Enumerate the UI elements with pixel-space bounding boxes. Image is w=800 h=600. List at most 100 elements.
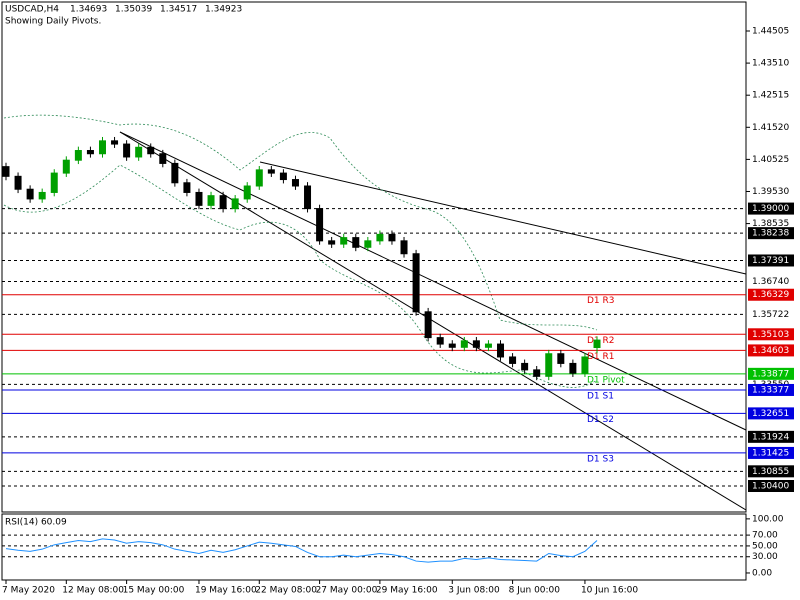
candle-body bbox=[147, 146, 155, 155]
candle-body bbox=[436, 337, 444, 345]
last-high: 1.35039 bbox=[115, 5, 152, 15]
subtitle: Showing Daily Pivots. bbox=[5, 17, 101, 27]
candle-body bbox=[50, 172, 58, 193]
level-box bbox=[748, 328, 794, 341]
candle-body bbox=[231, 198, 239, 210]
candle-body bbox=[304, 185, 312, 210]
y-tick-label: 1.44505 bbox=[752, 27, 789, 37]
level-label: 1.38238 bbox=[752, 229, 789, 239]
level-label: 1.35722 bbox=[752, 310, 789, 320]
level-box bbox=[748, 480, 794, 492]
candle-body bbox=[255, 169, 263, 187]
candle-body bbox=[183, 182, 191, 193]
candle-body bbox=[328, 240, 336, 245]
candle-body bbox=[472, 340, 480, 348]
level-label: 1.37391 bbox=[752, 256, 789, 266]
symbol: USDCAD,H4 bbox=[5, 5, 59, 15]
channel-line bbox=[119, 131, 747, 431]
candle-body bbox=[171, 162, 179, 184]
y-tick-label: 1.40525 bbox=[752, 155, 789, 165]
candle-body bbox=[352, 237, 360, 248]
level-box bbox=[748, 383, 794, 396]
candle-body bbox=[159, 153, 167, 164]
rsi-line bbox=[5, 538, 598, 563]
candle-body bbox=[111, 140, 119, 145]
rsi-tick-label: 0.00 bbox=[752, 568, 772, 578]
y-tick-label: 1.41520 bbox=[752, 123, 789, 133]
candle-body bbox=[38, 191, 46, 200]
x-tick-label: 10 Jun 16:00 bbox=[581, 586, 638, 596]
main-panel bbox=[1, 1, 747, 513]
candle-body bbox=[484, 343, 492, 348]
candle-body bbox=[195, 191, 203, 206]
level-box bbox=[748, 288, 794, 301]
level-box bbox=[748, 446, 794, 459]
candle-body bbox=[207, 195, 215, 206]
level-box bbox=[748, 227, 794, 240]
last-close: 1.34923 bbox=[205, 5, 242, 15]
rsi-title: RSI(14) 60.09 bbox=[5, 518, 67, 528]
candle-body bbox=[460, 340, 468, 348]
candle-body bbox=[62, 159, 70, 174]
plot bbox=[2, 136, 601, 381]
x-tick-label: 8 Jun 00:00 bbox=[509, 586, 561, 596]
lower-band bbox=[3, 164, 598, 388]
rsi-tick-label: 30.00 bbox=[752, 552, 778, 562]
candle-body bbox=[291, 179, 299, 187]
candle-body bbox=[509, 356, 517, 364]
candle-body bbox=[74, 150, 82, 161]
candle-body bbox=[267, 169, 275, 174]
candle-body bbox=[557, 353, 565, 364]
trend-lines bbox=[119, 131, 747, 511]
candle-body bbox=[14, 175, 22, 190]
candle-body bbox=[593, 339, 601, 349]
level-box bbox=[748, 430, 794, 443]
pivot-label: D1 S2 bbox=[587, 415, 614, 425]
candle-body bbox=[26, 188, 34, 200]
rsi-tick-label: 100.00 bbox=[752, 514, 784, 524]
level-label: 1.36329 bbox=[752, 290, 789, 300]
pivot-label: D1 S3 bbox=[587, 454, 614, 464]
rsi-tick-label: 70.00 bbox=[752, 531, 778, 541]
channel-line bbox=[119, 131, 747, 511]
levels: 1.39000 1.38238 1.37391 1.36740 1.36329 D1 R3… bbox=[2, 202, 794, 492]
level-label: 1.34603 bbox=[752, 346, 789, 356]
level-label: 1.33377 bbox=[752, 385, 789, 395]
level-label: 1.39000 bbox=[752, 204, 789, 214]
y-tick-label: 1.38535 bbox=[752, 219, 789, 229]
pivot-label: D1 R2 bbox=[587, 336, 615, 346]
level-box bbox=[748, 344, 794, 357]
level-label: 1.31425 bbox=[752, 448, 789, 458]
level-box bbox=[748, 254, 794, 267]
candle-body bbox=[340, 237, 348, 245]
x-tick-label: 27 May 00:00 bbox=[316, 586, 378, 596]
candle-body bbox=[497, 343, 505, 358]
candle-body bbox=[219, 195, 227, 210]
x-tick-label: 12 May 08:00 bbox=[62, 586, 124, 596]
level-label: 1.30855 bbox=[752, 467, 789, 477]
candle-body bbox=[581, 356, 589, 374]
candle-body bbox=[316, 208, 324, 242]
x-tick-label: 15 May 00:00 bbox=[123, 586, 185, 596]
level-box bbox=[748, 407, 794, 420]
rsi-tick-label: 50.00 bbox=[752, 541, 778, 551]
candle-body bbox=[545, 353, 553, 377]
level-label: 1.30400 bbox=[752, 482, 789, 492]
pivot-label: D1 R3 bbox=[587, 296, 615, 306]
level-label: 1.32651 bbox=[752, 409, 789, 419]
y-tick-label: 1.42515 bbox=[752, 91, 789, 101]
candle-body bbox=[135, 146, 143, 158]
trend-line bbox=[259, 161, 747, 275]
candle-body bbox=[569, 362, 577, 374]
candle-body bbox=[279, 172, 287, 181]
last-low: 1.34517 bbox=[160, 5, 197, 15]
candle-body bbox=[376, 233, 384, 242]
last-open: 1.34693 bbox=[70, 5, 107, 15]
candle-body bbox=[2, 166, 10, 177]
rsi-panel bbox=[1, 513, 747, 581]
y-tick-label: 1.39530 bbox=[752, 187, 789, 197]
candle-body bbox=[412, 253, 420, 313]
candle-body bbox=[98, 140, 106, 155]
level-label: 1.36740 bbox=[752, 277, 789, 287]
x-tick-label: 19 May 16:00 bbox=[195, 586, 257, 596]
